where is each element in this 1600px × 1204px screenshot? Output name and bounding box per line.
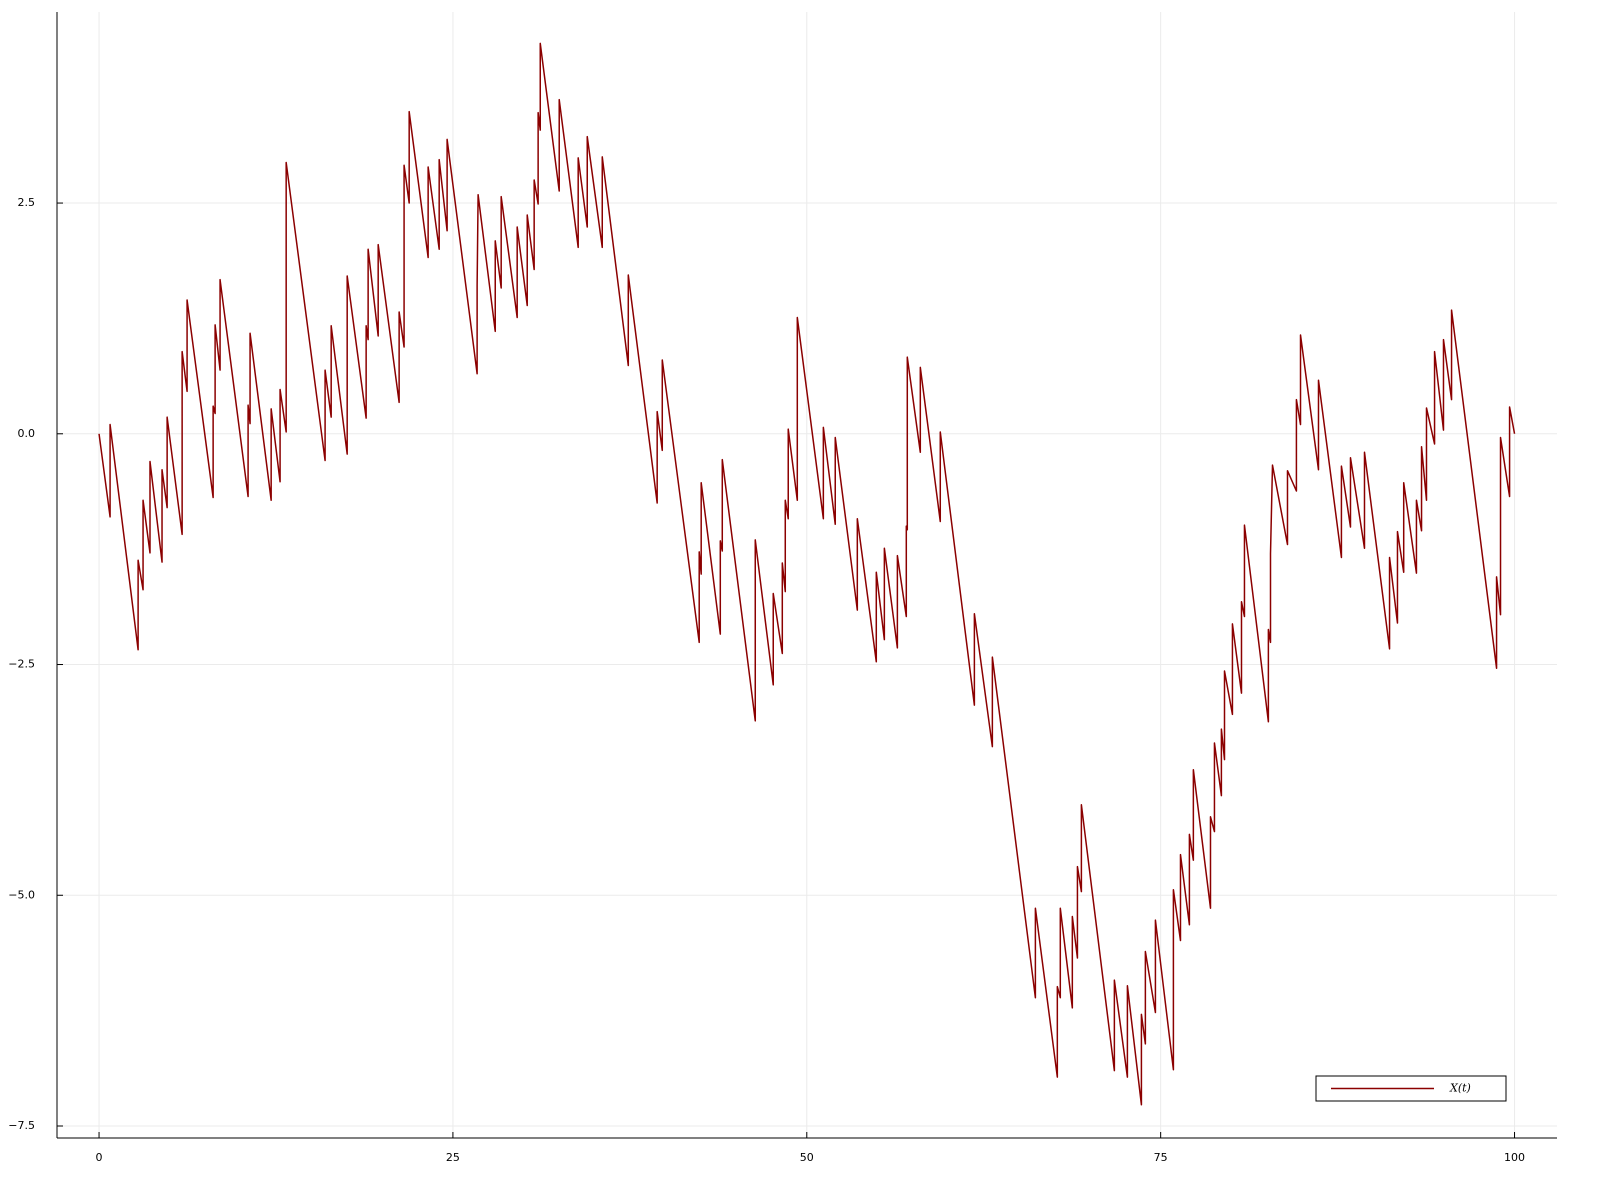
y-tick-label: 0.0 [18,427,36,440]
x-tick-label: 50 [800,1151,814,1164]
x-tick-label: 25 [446,1151,460,1164]
y-tick-label: 2.5 [18,196,36,209]
y-tick-label: −5.0 [8,888,35,901]
x-tick-label: 0 [96,1151,103,1164]
series-line [98,42,1516,1106]
x-tick-label: 100 [1504,1151,1525,1164]
y-tick-label: −7.5 [8,1119,35,1132]
y-tick-label: −2.5 [8,658,35,671]
legend-label: X(t) [1449,1082,1471,1095]
x-tick-label: 75 [1154,1151,1168,1164]
